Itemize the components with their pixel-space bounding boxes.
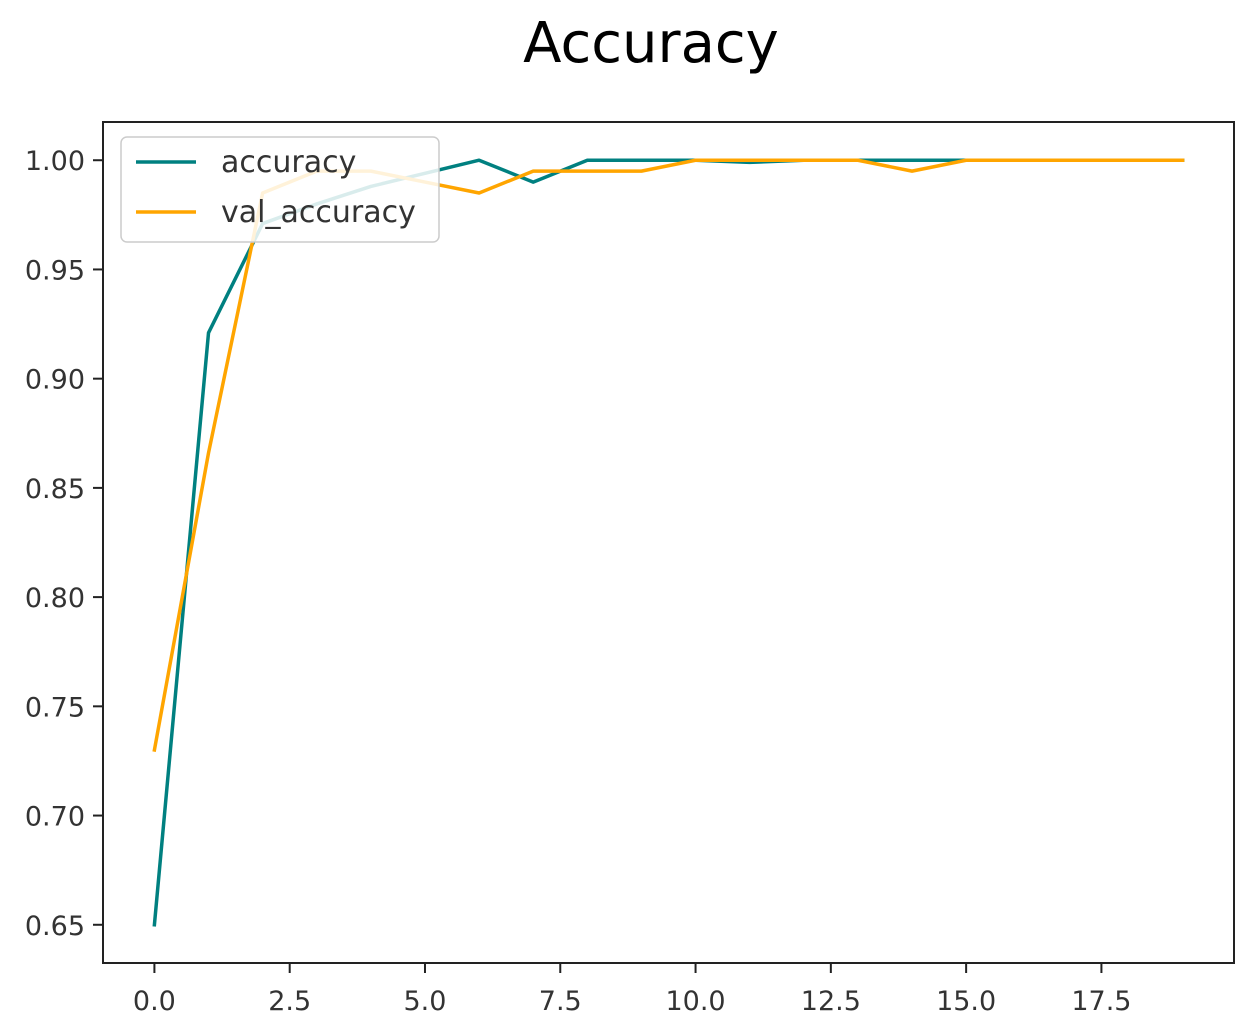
axes-frame: [102, 121, 1235, 964]
y-tick-label: 0.85: [25, 474, 85, 505]
plot-area: 0.65 0.70 0.75 0.80 0.85 0.90 0.95 1.00 0.0 2.5 5.…: [25, 121, 1235, 1017]
x-tick-label: 10.0: [665, 986, 725, 1017]
x-tick-label: 2.5: [268, 986, 311, 1017]
x-tick-label: 0.0: [133, 986, 176, 1017]
y-tick-label: 0.95: [25, 255, 85, 286]
y-tick-label: 0.70: [25, 802, 85, 833]
legend-box: [120, 136, 440, 243]
series-line-accuracy: [152, 158, 1185, 927]
legend-label: accuracy: [221, 145, 356, 180]
x-tick-label: 12.5: [801, 986, 861, 1017]
x-tick-label: 15.0: [936, 986, 996, 1017]
legend-label: val_accuracy: [221, 195, 416, 230]
y-tick-label: 0.80: [25, 583, 85, 614]
x-tick-label: 17.5: [1071, 986, 1131, 1017]
y-tick-label: 0.75: [25, 692, 85, 723]
legend: accuracy val_accuracy: [120, 136, 440, 243]
chart-title: Accuracy: [523, 11, 779, 76]
y-tick-label: 0.90: [25, 365, 85, 396]
series-line-val-accuracy: [152, 158, 1185, 753]
y-tick-label: 1.00: [25, 146, 85, 177]
y-tick-label: 0.65: [25, 911, 85, 942]
x-tick-label: 7.5: [539, 986, 582, 1017]
x-tick-label: 5.0: [404, 986, 447, 1017]
